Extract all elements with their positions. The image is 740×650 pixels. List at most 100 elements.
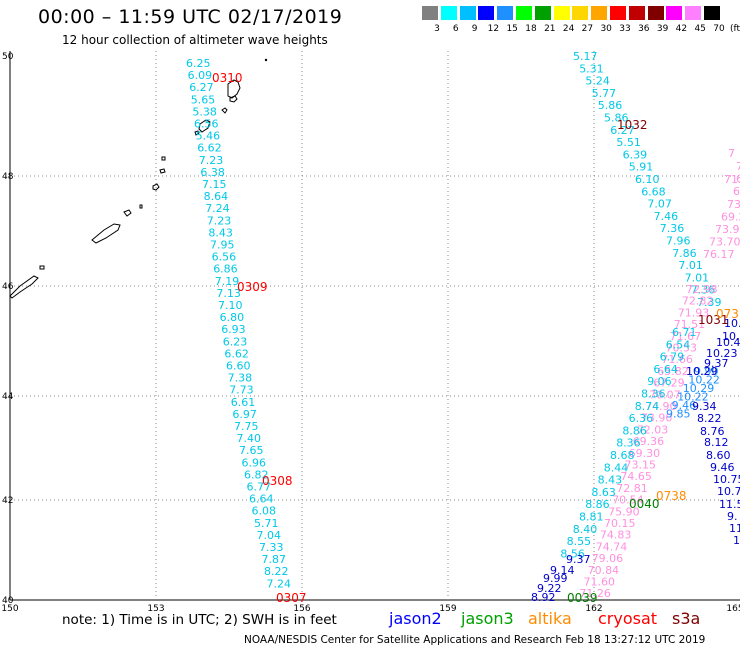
legend-swatch: [647, 6, 664, 20]
jason3-pass-label: 0039: [567, 591, 598, 605]
track-value-cyan: 7.95: [210, 239, 235, 252]
island-outline: [139, 204, 143, 209]
track-value-cyan: 8.36: [641, 388, 666, 401]
track-value-cyan: 6.71: [672, 326, 697, 339]
legend-label: 9: [471, 24, 478, 34]
legend-swatch: [459, 6, 476, 20]
track-value-cyan: 6.38: [200, 166, 225, 179]
track-value-pink: 72.98: [686, 283, 718, 296]
island-dot: [264, 58, 268, 62]
track-value-blue: 8.12: [704, 436, 729, 449]
lat-tick-label: 46: [2, 282, 14, 292]
track-value-pink: 70.54: [612, 494, 644, 507]
track-value-cyan: 8.43: [208, 226, 233, 239]
track-value-cyan: 6.10: [635, 173, 660, 186]
legend-label: 15: [506, 24, 518, 34]
track-value-cyan: 6.93: [221, 323, 246, 336]
track-value-cyan: 8.68: [610, 449, 635, 462]
track-value-blue: 10.29: [686, 365, 718, 378]
page-title: 00:00 – 11:59 UTC 02/17/2019: [38, 6, 343, 28]
track-value-cyan: 5.51: [616, 136, 641, 149]
track-value-pink: 71.93: [678, 306, 710, 319]
track-value-cyan: 7.10: [218, 299, 243, 312]
track-value-lightblue: 10.22: [677, 391, 709, 404]
track-value-cyan: 5.77: [592, 87, 617, 100]
track-value-cyan: 7.36: [660, 222, 685, 235]
track-value-cyan: 6.64: [653, 363, 678, 376]
track-value-lightblue: 9.85: [666, 408, 691, 421]
track-value-cyan: 7.07: [647, 198, 672, 211]
track-value-blue: 9.46: [710, 461, 735, 474]
track-value-blue: 10.3: [722, 330, 740, 343]
track-value-cyan: 6.23: [223, 335, 248, 348]
track-value-lightblue: 9.46: [672, 399, 697, 412]
legend-swatch: [553, 6, 570, 20]
track-value-cyan: 6.86: [213, 263, 238, 276]
track-value-blue: 9.99: [543, 572, 568, 585]
track-value-cyan: 7.38: [228, 372, 253, 385]
altika-pass-label: 0737: [716, 307, 740, 321]
legend-swatch: [516, 6, 532, 20]
track-value-pink: 73.90: [641, 412, 673, 425]
satellite-name-jason2: jason2: [389, 609, 442, 628]
track-value-cyan: 8.22: [264, 565, 289, 578]
legend-label: 6: [452, 24, 459, 34]
track-value-blue: 8.22: [697, 412, 722, 425]
track-value-cyan: 8.40: [573, 523, 598, 536]
track-value-cyan: 5.17: [573, 50, 598, 63]
track-value-cyan: 5.71: [254, 517, 279, 530]
track-value-cyan: 6.54: [666, 338, 691, 351]
track-value-blue: 10.23: [706, 347, 738, 360]
track-value-cyan: 5.46: [196, 130, 221, 143]
track-value-cyan: 8.43: [598, 474, 623, 487]
track-value-cyan: 6.77: [247, 481, 272, 494]
track-value-blue: 9.34: [692, 400, 717, 413]
track-value-cyan: 8.64: [204, 190, 229, 203]
island-outline: [227, 79, 241, 99]
track-value-cyan: 7.23: [199, 154, 224, 167]
legend-swatch: [478, 6, 495, 20]
track-value-blue: 8.92: [531, 591, 556, 604]
track-value-pink: 70.: [736, 160, 740, 173]
track-value-cyan: 8.63: [591, 486, 616, 499]
track-value-cyan: 6.64: [249, 493, 274, 506]
track-value-pink: 67.8: [736, 173, 740, 186]
track-value-blue: 10.75: [713, 473, 740, 486]
track-value-cyan: 6.27: [610, 124, 635, 137]
track-value-pink: 69.24: [721, 210, 740, 223]
track-value-cyan: 6.39: [623, 148, 648, 161]
legend-label: 30: [600, 24, 612, 34]
track-value-pink: 74.65: [620, 470, 652, 483]
island-outline: [159, 168, 166, 174]
legend-swatch: [610, 6, 626, 20]
track-value-pink: 65.82: [657, 365, 689, 378]
track-value-blue: 11: [729, 522, 740, 535]
track-value-cyan: 7.04: [257, 529, 282, 542]
island-outline: [221, 107, 228, 114]
track-value-cyan: 7.46: [654, 210, 679, 223]
legend-swatch: [440, 6, 457, 20]
legend-label: 42: [675, 24, 688, 34]
satellite-name-cryosat: cryosat: [598, 609, 658, 628]
track-value-cyan: 8.56: [560, 547, 585, 560]
track-value-pink: 71.66: [661, 353, 693, 366]
track-value-blue: 10.7: [717, 485, 740, 498]
lat-tick-label: 40: [2, 596, 14, 606]
track-value-pink: 73.70: [709, 236, 740, 249]
track-value-pink: 72.03: [637, 423, 669, 436]
track-value-cyan: 6.80: [220, 311, 245, 324]
track-value-blue: 10.4: [716, 336, 740, 349]
lon-tick-label: 165: [726, 604, 740, 614]
track-value-cyan: 8.55: [567, 535, 592, 548]
s3a-pass-label: 1032: [617, 118, 648, 132]
legend-swatch: [497, 6, 514, 20]
island-outline: [194, 130, 200, 136]
track-value-pink: 71.: [724, 173, 740, 186]
track-value-cyan: 7.40: [237, 432, 262, 445]
lon-tick-label: 159: [439, 604, 456, 614]
track-value-cyan: 8.86: [622, 424, 647, 437]
legend-label: 27: [581, 24, 594, 34]
track-value-cyan: 8.86: [585, 498, 610, 511]
legend-swatch: [704, 6, 720, 20]
track-value-cyan: 6.61: [231, 396, 256, 409]
